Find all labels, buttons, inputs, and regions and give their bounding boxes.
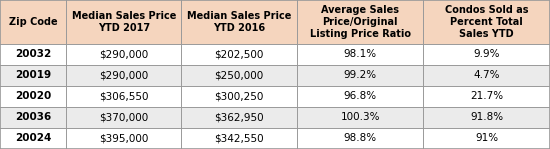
Text: 100.3%: 100.3% — [340, 112, 380, 122]
Text: $370,000: $370,000 — [99, 112, 148, 122]
Bar — [0, 107, 66, 128]
Text: Average Sales
Price/Original
Listing Price Ratio: Average Sales Price/Original Listing Pri… — [310, 5, 411, 39]
Bar — [297, 128, 424, 149]
Text: Median Sales Price
YTD 2017: Median Sales Price YTD 2017 — [72, 11, 176, 33]
Text: $290,000: $290,000 — [99, 70, 148, 80]
Bar — [424, 0, 550, 44]
Text: $300,250: $300,250 — [214, 91, 264, 101]
Text: $290,000: $290,000 — [99, 49, 148, 59]
Text: $362,950: $362,950 — [214, 112, 264, 122]
Bar — [424, 86, 550, 107]
Bar — [0, 44, 66, 65]
Bar — [66, 65, 182, 86]
Text: 98.1%: 98.1% — [344, 49, 377, 59]
Text: 4.7%: 4.7% — [474, 70, 500, 80]
Text: Zip Code: Zip Code — [9, 17, 57, 27]
Text: $395,000: $395,000 — [99, 134, 148, 143]
Text: 91%: 91% — [475, 134, 498, 143]
Text: Condos Sold as
Percent Total
Sales YTD: Condos Sold as Percent Total Sales YTD — [445, 5, 529, 39]
Bar — [0, 86, 66, 107]
Bar — [66, 44, 182, 65]
Text: 20019: 20019 — [15, 70, 51, 80]
Bar — [0, 0, 66, 44]
Text: 20024: 20024 — [15, 134, 51, 143]
Text: 99.2%: 99.2% — [344, 70, 377, 80]
Bar — [297, 107, 424, 128]
Text: $202,500: $202,500 — [214, 49, 264, 59]
Text: 96.8%: 96.8% — [344, 91, 377, 101]
Bar — [424, 44, 550, 65]
Bar — [182, 86, 297, 107]
Bar — [182, 0, 297, 44]
Bar — [0, 65, 66, 86]
Bar — [66, 107, 182, 128]
Text: $342,550: $342,550 — [214, 134, 264, 143]
Text: 21.7%: 21.7% — [470, 91, 503, 101]
Bar — [297, 86, 424, 107]
Text: $250,000: $250,000 — [214, 70, 264, 80]
Text: $306,550: $306,550 — [99, 91, 148, 101]
Text: 98.8%: 98.8% — [344, 134, 377, 143]
Text: 91.8%: 91.8% — [470, 112, 503, 122]
Bar — [182, 107, 297, 128]
Bar — [182, 44, 297, 65]
Bar — [424, 107, 550, 128]
Bar — [297, 65, 424, 86]
Bar — [66, 0, 182, 44]
Text: 20032: 20032 — [15, 49, 51, 59]
Text: Median Sales Price
YTD 2016: Median Sales Price YTD 2016 — [187, 11, 292, 33]
Bar — [297, 0, 424, 44]
Text: 9.9%: 9.9% — [474, 49, 500, 59]
Text: 20020: 20020 — [15, 91, 51, 101]
Text: 20036: 20036 — [15, 112, 51, 122]
Bar — [424, 65, 550, 86]
Bar — [297, 44, 424, 65]
Bar — [424, 128, 550, 149]
Bar — [66, 128, 182, 149]
Bar — [182, 65, 297, 86]
Bar — [66, 86, 182, 107]
Bar — [0, 128, 66, 149]
Bar — [182, 128, 297, 149]
